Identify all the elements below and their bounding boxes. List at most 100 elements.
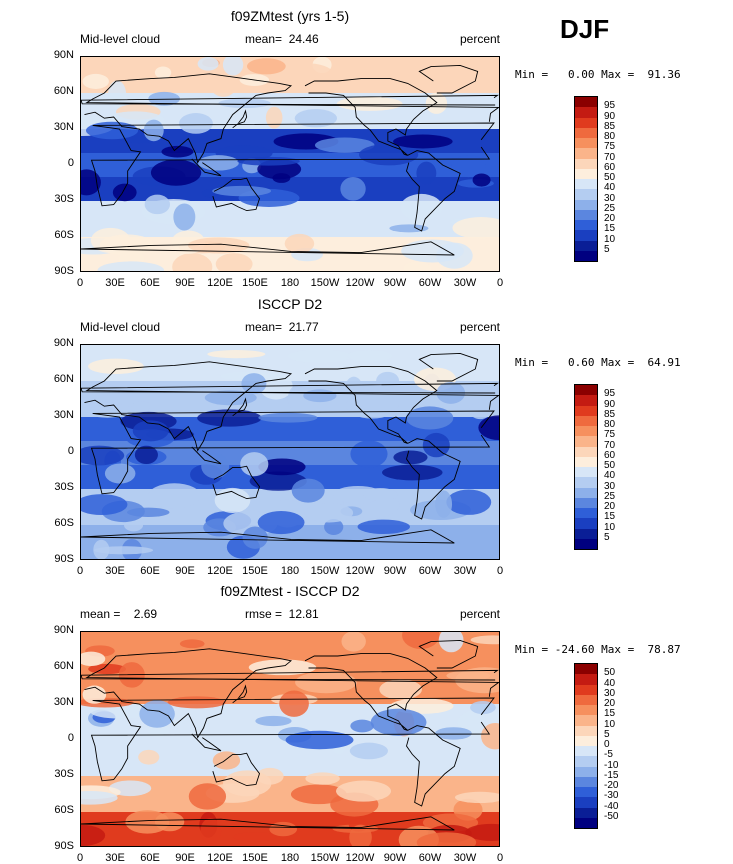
field-blob — [269, 821, 298, 837]
colorbar-swatch — [575, 746, 597, 757]
field-blob — [389, 224, 429, 233]
colorbar-level-label: 85 — [604, 120, 616, 132]
field-blob — [207, 350, 266, 359]
colorbar-swatch — [575, 787, 597, 798]
lon-tick-label: 60E — [140, 565, 160, 577]
field-blob — [81, 790, 118, 805]
field-blob — [148, 483, 201, 509]
coastline-0 — [90, 122, 495, 207]
field-blob — [349, 824, 372, 846]
field-blob — [324, 518, 344, 536]
field-blob — [451, 155, 486, 178]
field-blob — [379, 679, 422, 700]
field-blob — [222, 57, 244, 76]
field-blob — [284, 233, 315, 254]
field-blob — [99, 234, 155, 256]
colorbar-swatch — [575, 426, 597, 437]
panel-units: percent — [459, 320, 500, 334]
lon-tick-label: 0 — [496, 852, 504, 864]
field-blob — [237, 156, 300, 166]
colorbar-swatch — [575, 528, 597, 539]
colorbar-level-label: 20 — [604, 213, 616, 224]
coastline-1 — [84, 648, 499, 739]
colorbar-swatch — [575, 240, 597, 251]
lat-tick-label: 0 — [67, 732, 74, 744]
colorbar-swatch — [575, 148, 597, 159]
field-blob — [82, 73, 109, 89]
field-blob — [187, 237, 250, 254]
season-label: DJF — [560, 14, 610, 44]
lon-tick-label: 60W — [418, 277, 442, 289]
colorbar-level-label: 90 — [604, 110, 616, 122]
lon-tick-label: 0 — [496, 277, 504, 289]
lat-tick-label: 30S — [54, 193, 74, 205]
lat-tick-label: 90S — [54, 840, 74, 852]
colorbar-swatch — [575, 158, 597, 169]
field-blob — [144, 194, 171, 215]
field-blob — [382, 464, 443, 481]
panel-stat: mean= 21.77 — [245, 320, 319, 334]
colorbar-swatch — [575, 797, 597, 808]
colorbar-swatch — [575, 209, 597, 220]
colorbar-level-label: 60 — [604, 449, 616, 461]
lon-tick-label: 90E — [175, 565, 195, 577]
colorbar-swatch — [575, 250, 597, 261]
field-blob — [349, 742, 388, 760]
field-blob — [241, 373, 267, 395]
colorbar-swatch — [575, 415, 597, 426]
field-blob — [354, 652, 413, 663]
coastline-4 — [406, 438, 461, 520]
colorbar-swatch — [575, 705, 597, 716]
lon-tick-label: 30E — [105, 852, 125, 864]
lat-tick-label: 0 — [67, 157, 74, 169]
lat-tick-label: 60N — [53, 373, 74, 385]
coastline-6 — [81, 816, 455, 831]
field-blob — [358, 143, 419, 166]
coastline-4 — [406, 725, 461, 807]
field-blob — [314, 137, 375, 153]
colorbar-swatch — [575, 127, 597, 138]
coastline-5 — [418, 64, 479, 94]
field-blob — [150, 159, 202, 186]
lat-tick-label: 90N — [53, 49, 74, 61]
colorbar-swatch — [575, 684, 597, 695]
lon-tick-label: 30E — [105, 277, 125, 289]
lon-tick-label: 0 — [496, 565, 504, 577]
field-blob — [125, 810, 170, 834]
coastline-9 — [81, 669, 499, 681]
colorbar-level-label: 20 — [604, 698, 616, 709]
field-blob — [416, 832, 477, 846]
lon-tick-label: 150E — [242, 277, 268, 289]
colorbar — [574, 663, 598, 829]
field-blob — [295, 671, 357, 694]
colorbar-level-label: -15 — [604, 769, 619, 781]
field-blob — [478, 415, 499, 441]
colorbar-level-label: 15 — [604, 223, 616, 235]
field-blob — [97, 261, 165, 271]
colorbar-level-label: 95 — [604, 388, 616, 400]
field-blob — [347, 349, 393, 362]
colorbar-level-label: 25 — [604, 202, 616, 214]
field-blob — [197, 155, 239, 171]
field-blob — [341, 632, 366, 652]
colorbar-level-label: 5 — [604, 243, 610, 255]
coastline-0 — [90, 697, 495, 782]
coastline-6 — [81, 241, 455, 256]
field-blob — [240, 452, 269, 477]
lon-tick-label: 90W — [383, 565, 407, 577]
field-blob — [336, 96, 403, 111]
lat-tick-label: 90N — [53, 624, 74, 636]
field-blob — [108, 80, 127, 109]
colorbar — [574, 96, 598, 262]
coastline-3 — [304, 366, 438, 444]
coastline-8 — [191, 158, 222, 177]
field-blob — [287, 385, 308, 413]
colorbar-level-label: 80 — [604, 419, 616, 430]
colorbar-level-label: 50 — [604, 172, 616, 183]
panel-title: f09ZMtest (yrs 1-5) — [230, 8, 350, 24]
colorbar-swatch — [575, 189, 597, 200]
field-blob — [242, 526, 268, 549]
lat-tick-label: 90S — [54, 553, 74, 565]
panel-title: f09ZMtest - ISCCP D2 — [220, 583, 360, 599]
lon-tick-label: 60W — [418, 852, 442, 864]
